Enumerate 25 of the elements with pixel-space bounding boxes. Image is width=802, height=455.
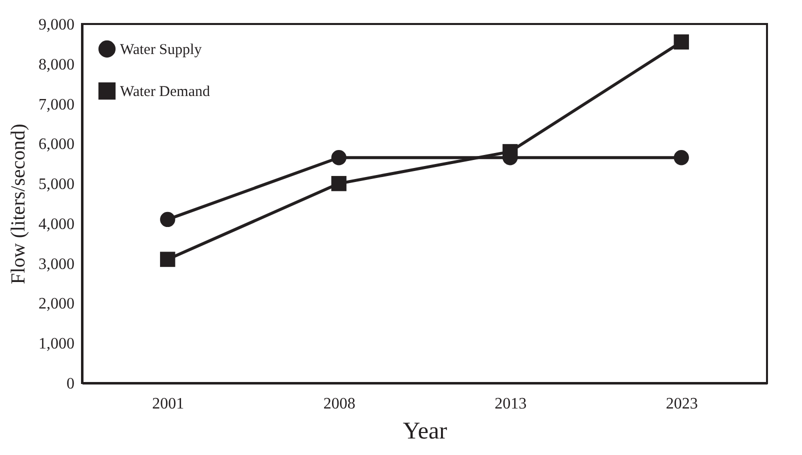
y-tick-label: 5,000 — [38, 176, 74, 194]
x-tick-label: 2008 — [323, 396, 356, 412]
y-tick-label: 9,000 — [38, 16, 74, 34]
point — [331, 150, 346, 166]
point — [674, 34, 689, 50]
y-tick-label: 0 — [66, 376, 74, 392]
point — [502, 144, 518, 160]
y-tick-label: 6,000 — [38, 136, 74, 154]
point — [160, 212, 176, 228]
x-tick-label: 2001 — [152, 396, 184, 412]
y-tick-label: 3,000 — [38, 256, 74, 273]
x-tick-label: 2023 — [666, 396, 698, 412]
y-tick-label: 8,000 — [38, 56, 74, 74]
y-tick-label: 2,000 — [38, 296, 74, 313]
y-tick-label: 4,000 — [38, 216, 74, 233]
point — [331, 176, 346, 192]
legend-label: Water Demand — [120, 84, 210, 100]
point — [160, 252, 176, 267]
y-tick-label: 1,000 — [38, 336, 74, 353]
point — [674, 150, 689, 166]
legend-label: Water Supply — [120, 42, 202, 58]
y-tick-label: 7,000 — [38, 96, 74, 114]
x-tick-label: 2013 — [494, 396, 527, 412]
y-axis-title: Flow (liters/second) — [8, 124, 30, 284]
x-axis-title: Year — [402, 418, 448, 444]
